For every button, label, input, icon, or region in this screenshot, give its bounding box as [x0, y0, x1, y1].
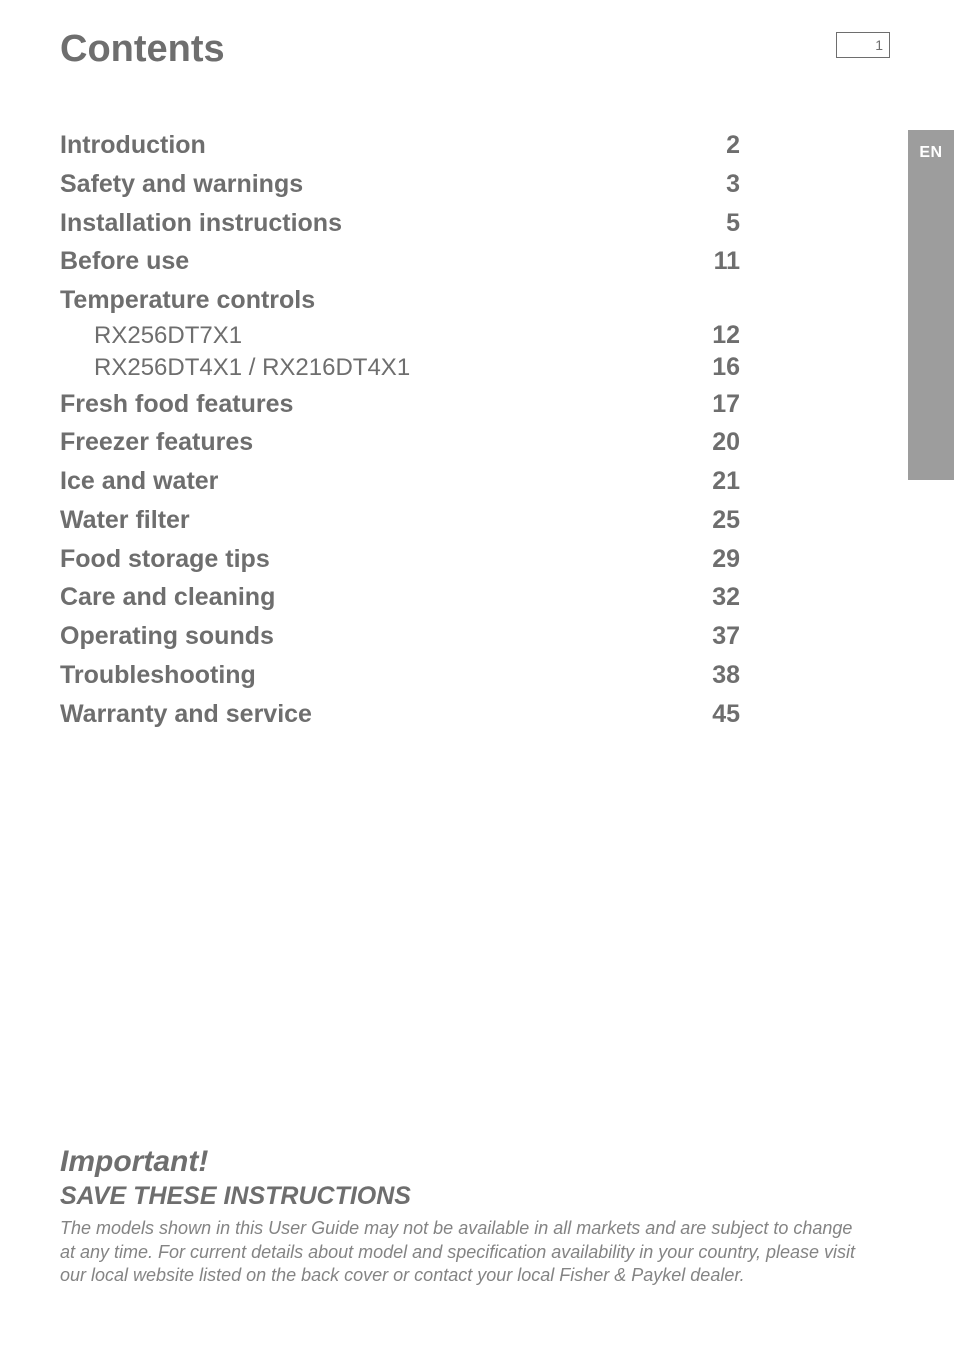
page-number-box: 1 — [836, 32, 890, 58]
toc-label: Fresh food features — [60, 385, 293, 424]
toc-row: Water filter 25 — [60, 501, 740, 540]
toc-page: 25 — [712, 506, 740, 535]
toc-row: Fresh food features 17 — [60, 385, 740, 424]
toc-label: Introduction — [60, 126, 206, 165]
language-label: EN — [919, 144, 942, 162]
toc-label: Warranty and service — [60, 695, 312, 734]
important-subheading: SAVE THESE INSTRUCTIONS — [60, 1182, 860, 1211]
important-body: The models shown in this User Guide may … — [60, 1217, 860, 1288]
toc-label: Water filter — [60, 501, 190, 540]
toc-label: Installation instructions — [60, 204, 342, 243]
toc-row: Freezer features 20 — [60, 423, 740, 462]
toc-row: Care and cleaning 32 — [60, 578, 740, 617]
important-heading: Important! — [60, 1145, 860, 1178]
toc-label: Safety and warnings — [60, 165, 303, 204]
toc-page: 16 — [712, 353, 740, 382]
toc-row: Introduction 2 — [60, 126, 740, 165]
toc-label: Before use — [60, 242, 189, 281]
toc-label: Food storage tips — [60, 540, 270, 579]
toc-page: 38 — [712, 661, 740, 690]
toc-page: 29 — [712, 545, 740, 574]
toc-page: 12 — [712, 321, 740, 350]
contents-title: Contents — [60, 28, 225, 71]
toc-page: 17 — [712, 390, 740, 419]
toc-page: 3 — [726, 170, 740, 199]
toc-row: Before use 11 — [60, 242, 740, 281]
toc-row: RX256DT7X1 12 — [60, 320, 740, 352]
important-block: Important! SAVE THESE INSTRUCTIONS The m… — [60, 1145, 860, 1288]
toc-page: 2 — [726, 131, 740, 160]
toc-row: Food storage tips 29 — [60, 540, 740, 579]
table-of-contents: Introduction 2 Safety and warnings 3 Ins… — [60, 126, 740, 733]
toc-page: 5 — [726, 209, 740, 238]
toc-label: Ice and water — [60, 462, 218, 501]
toc-row: Ice and water 21 — [60, 462, 740, 501]
toc-row: Warranty and service 45 — [60, 695, 740, 734]
toc-sub-label: RX256DT4X1 / RX216DT4X1 — [94, 352, 410, 384]
toc-page: 37 — [712, 622, 740, 651]
toc-row: Installation instructions 5 — [60, 204, 740, 243]
toc-page: 21 — [712, 467, 740, 496]
toc-row: Operating sounds 37 — [60, 617, 740, 656]
toc-page: 32 — [712, 583, 740, 612]
page-number: 1 — [875, 37, 883, 53]
toc-page: 45 — [712, 700, 740, 729]
toc-row: Temperature controls — [60, 281, 740, 320]
toc-label: Care and cleaning — [60, 578, 275, 617]
toc-page: 11 — [714, 247, 740, 276]
toc-page: 20 — [712, 428, 740, 457]
toc-label: Troubleshooting — [60, 656, 256, 695]
toc-row: Safety and warnings 3 — [60, 165, 740, 204]
toc-row: RX256DT4X1 / RX216DT4X1 16 — [60, 352, 740, 384]
toc-label: Temperature controls — [60, 281, 315, 320]
language-tab: EN — [908, 130, 954, 480]
toc-sub-label: RX256DT7X1 — [94, 320, 242, 352]
toc-label: Operating sounds — [60, 617, 274, 656]
toc-label: Freezer features — [60, 423, 253, 462]
toc-row: Troubleshooting 38 — [60, 656, 740, 695]
